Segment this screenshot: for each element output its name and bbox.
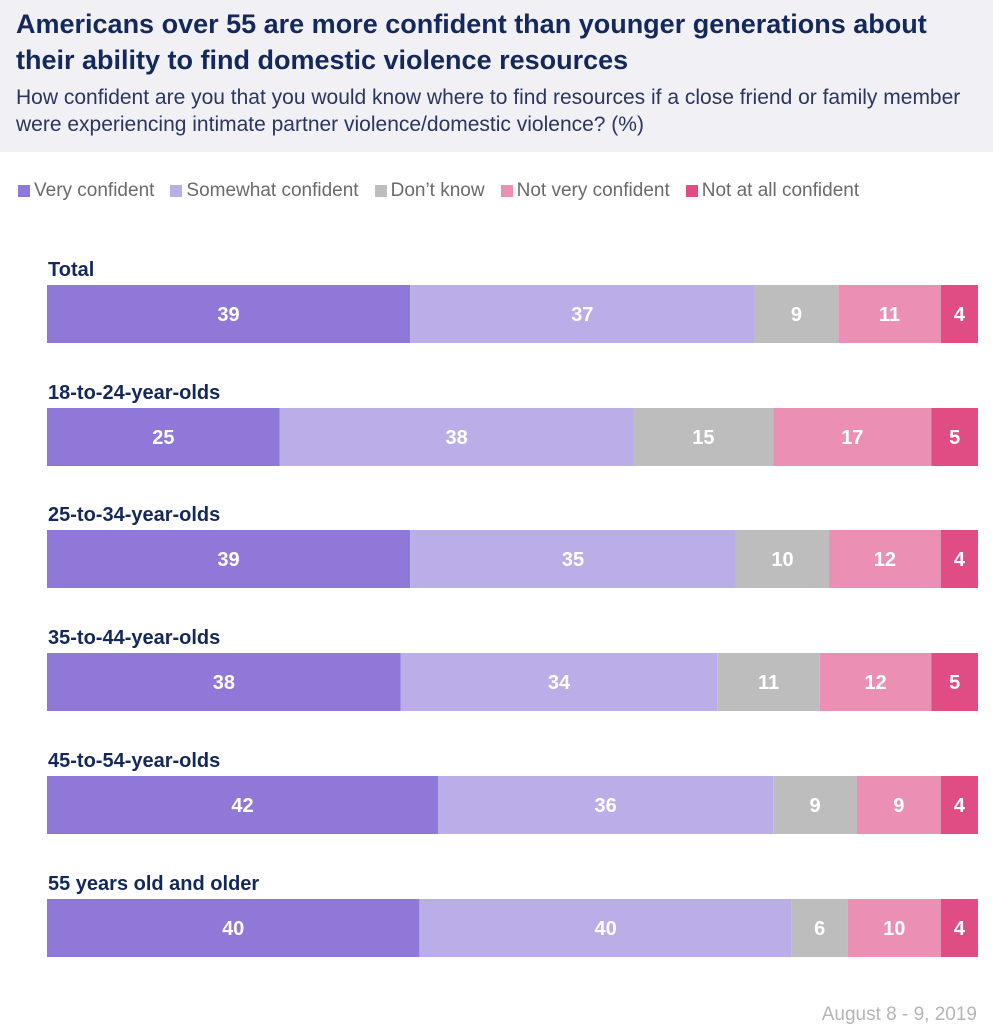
bar-segment-total-somewhat-confident	[410, 285, 755, 343]
bar-segment-25-to-34-year-olds-don-t-know	[735, 530, 830, 588]
data-label-45-to-54-year-olds-not-at-all-confident: 4	[954, 795, 966, 817]
bar-segment-18-to-24-year-olds-not-at-all-confident	[931, 408, 978, 466]
bar-segment-25-to-34-year-olds-somewhat-confident	[410, 530, 736, 588]
bar-segment-35-to-44-year-olds-don-t-know	[717, 653, 820, 711]
legend-item-somewhat-confident: Somewhat confident	[170, 180, 359, 202]
data-label-35-to-44-year-olds-not-very-confident: 12	[864, 672, 886, 694]
legend-swatch-somewhat-confident	[170, 185, 183, 197]
legend-swatch-not-at-all-confident	[685, 185, 698, 197]
data-label-total-don-t-know: 9	[791, 304, 802, 326]
data-label-18-to-24-year-olds-not-at-all-confident: 5	[949, 427, 960, 449]
data-label-55-years-old-and-older-very-confident: 40	[222, 918, 244, 940]
data-label-45-to-54-year-olds-don-t-know: 9	[810, 795, 821, 817]
data-label-18-to-24-year-olds-very-confident: 25	[152, 427, 174, 449]
bar-segment-45-to-54-year-olds-very-confident	[47, 776, 439, 834]
category-label-total: Total	[48, 259, 94, 281]
bar-segment-total-not-at-all-confident	[940, 285, 978, 343]
data-label-total-very-confident: 39	[217, 304, 239, 326]
bar-segment-55-years-old-and-older-don-t-know	[791, 899, 848, 957]
data-label-total-not-very-confident: 11	[879, 304, 900, 326]
data-label-25-to-34-year-olds-don-t-know: 10	[771, 549, 793, 571]
bar-segment-45-to-54-year-olds-somewhat-confident	[438, 776, 774, 834]
data-label-35-to-44-year-olds-very-confident: 38	[213, 672, 235, 694]
data-label-25-to-34-year-olds-not-at-all-confident: 4	[954, 549, 966, 571]
legend-label-somewhat-confident: Somewhat confident	[186, 180, 359, 201]
bar-segment-25-to-34-year-olds-not-at-all-confident	[940, 530, 978, 588]
data-label-45-to-54-year-olds-not-very-confident: 9	[893, 795, 904, 817]
category-label-18-to-24-year-olds: 18-to-24-year-olds	[48, 382, 220, 404]
data-label-45-to-54-year-olds-somewhat-confident: 36	[594, 795, 616, 817]
data-label-25-to-34-year-olds-somewhat-confident: 35	[562, 549, 584, 571]
bar-segment-35-to-44-year-olds-not-very-confident	[819, 653, 932, 711]
bar-segment-18-to-24-year-olds-not-very-confident	[773, 408, 932, 466]
data-label-55-years-old-and-older-somewhat-confident: 40	[594, 918, 616, 940]
bar-segment-18-to-24-year-olds-somewhat-confident	[279, 408, 634, 466]
data-label-55-years-old-and-older-don-t-know: 6	[814, 918, 825, 940]
bar-segment-total-don-t-know	[754, 285, 839, 343]
category-label-25-to-34-year-olds: 25-to-34-year-olds	[48, 504, 220, 526]
data-label-18-to-24-year-olds-not-very-confident: 17	[841, 427, 863, 449]
data-label-total-somewhat-confident: 37	[571, 304, 593, 326]
data-label-18-to-24-year-olds-somewhat-confident: 38	[446, 427, 468, 449]
data-label-35-to-44-year-olds-not-at-all-confident: 5	[949, 672, 960, 694]
bar-segment-18-to-24-year-olds-don-t-know	[633, 408, 774, 466]
bar-segment-45-to-54-year-olds-don-t-know	[773, 776, 857, 834]
category-label-45-to-54-year-olds: 45-to-54-year-olds	[48, 750, 220, 772]
legend-item-very-confident: Very confident	[18, 180, 154, 202]
category-label-55-years-old-and-older: 55 years old and older	[48, 873, 259, 895]
legend-swatch-not-very-confident	[500, 185, 513, 197]
chart-title: Americans over 55 are more confident tha…	[16, 9, 927, 75]
chart-subtitle: How confident are you that you would kno…	[16, 86, 961, 136]
legend-item-not-at-all-confident: Not at all confident	[685, 180, 860, 202]
data-label-35-to-44-year-olds-don-t-know: 11	[758, 672, 779, 694]
bar-segment-45-to-54-year-olds-not-at-all-confident	[940, 776, 978, 834]
data-label-total-not-at-all-confident: 4	[954, 304, 966, 326]
date-footer: August 8 - 9, 2019	[821, 1004, 977, 1025]
category-label-35-to-44-year-olds: 35-to-44-year-olds	[48, 627, 220, 649]
data-label-18-to-24-year-olds-don-t-know: 15	[692, 427, 714, 449]
legend: Very confident Somewhat confident Don’t …	[18, 178, 859, 204]
bar-segment-55-years-old-and-older-somewhat-confident	[419, 899, 792, 957]
header-panel: Americans over 55 are more confident tha…	[0, 0, 993, 152]
bar-segment-55-years-old-and-older-very-confident	[47, 899, 420, 957]
data-label-55-years-old-and-older-not-at-all-confident: 4	[954, 918, 966, 940]
bar-segment-55-years-old-and-older-not-at-all-confident	[940, 899, 978, 957]
legend-label-dont-know: Don’t know	[390, 180, 485, 201]
data-label-35-to-44-year-olds-somewhat-confident: 34	[548, 672, 571, 694]
legend-swatch-very-confident	[18, 185, 30, 197]
data-label-25-to-34-year-olds-not-very-confident: 12	[874, 549, 896, 571]
bar-segment-25-to-34-year-olds-very-confident	[47, 530, 411, 588]
legend-item-not-very-confident: Not very confident	[500, 180, 670, 202]
data-label-55-years-old-and-older-not-very-confident: 10	[883, 918, 905, 940]
bar-segment-35-to-44-year-olds-not-at-all-confident	[931, 653, 978, 711]
legend-label-not-at-all-confident: Not at all confident	[701, 180, 860, 201]
bar-segment-25-to-34-year-olds-not-very-confident	[829, 530, 941, 588]
data-label-25-to-34-year-olds-very-confident: 39	[217, 549, 239, 571]
legend-swatch-dont-know	[374, 185, 387, 197]
data-label-45-to-54-year-olds-very-confident: 42	[231, 795, 253, 817]
bar-segment-35-to-44-year-olds-somewhat-confident	[400, 653, 718, 711]
bar-segment-45-to-54-year-olds-not-very-confident	[856, 776, 941, 834]
bar-segment-total-not-very-confident	[838, 285, 941, 343]
legend-label-not-very-confident: Not very confident	[516, 180, 670, 201]
bar-segment-35-to-44-year-olds-very-confident	[47, 653, 401, 711]
legend-label-very-confident: Very confident	[34, 180, 155, 201]
bar-segment-18-to-24-year-olds-very-confident	[47, 408, 280, 466]
bar-segment-total-very-confident	[47, 285, 411, 343]
bar-segment-55-years-old-and-older-not-very-confident	[847, 899, 941, 957]
legend-item-dont-know: Don’t know	[374, 180, 485, 202]
